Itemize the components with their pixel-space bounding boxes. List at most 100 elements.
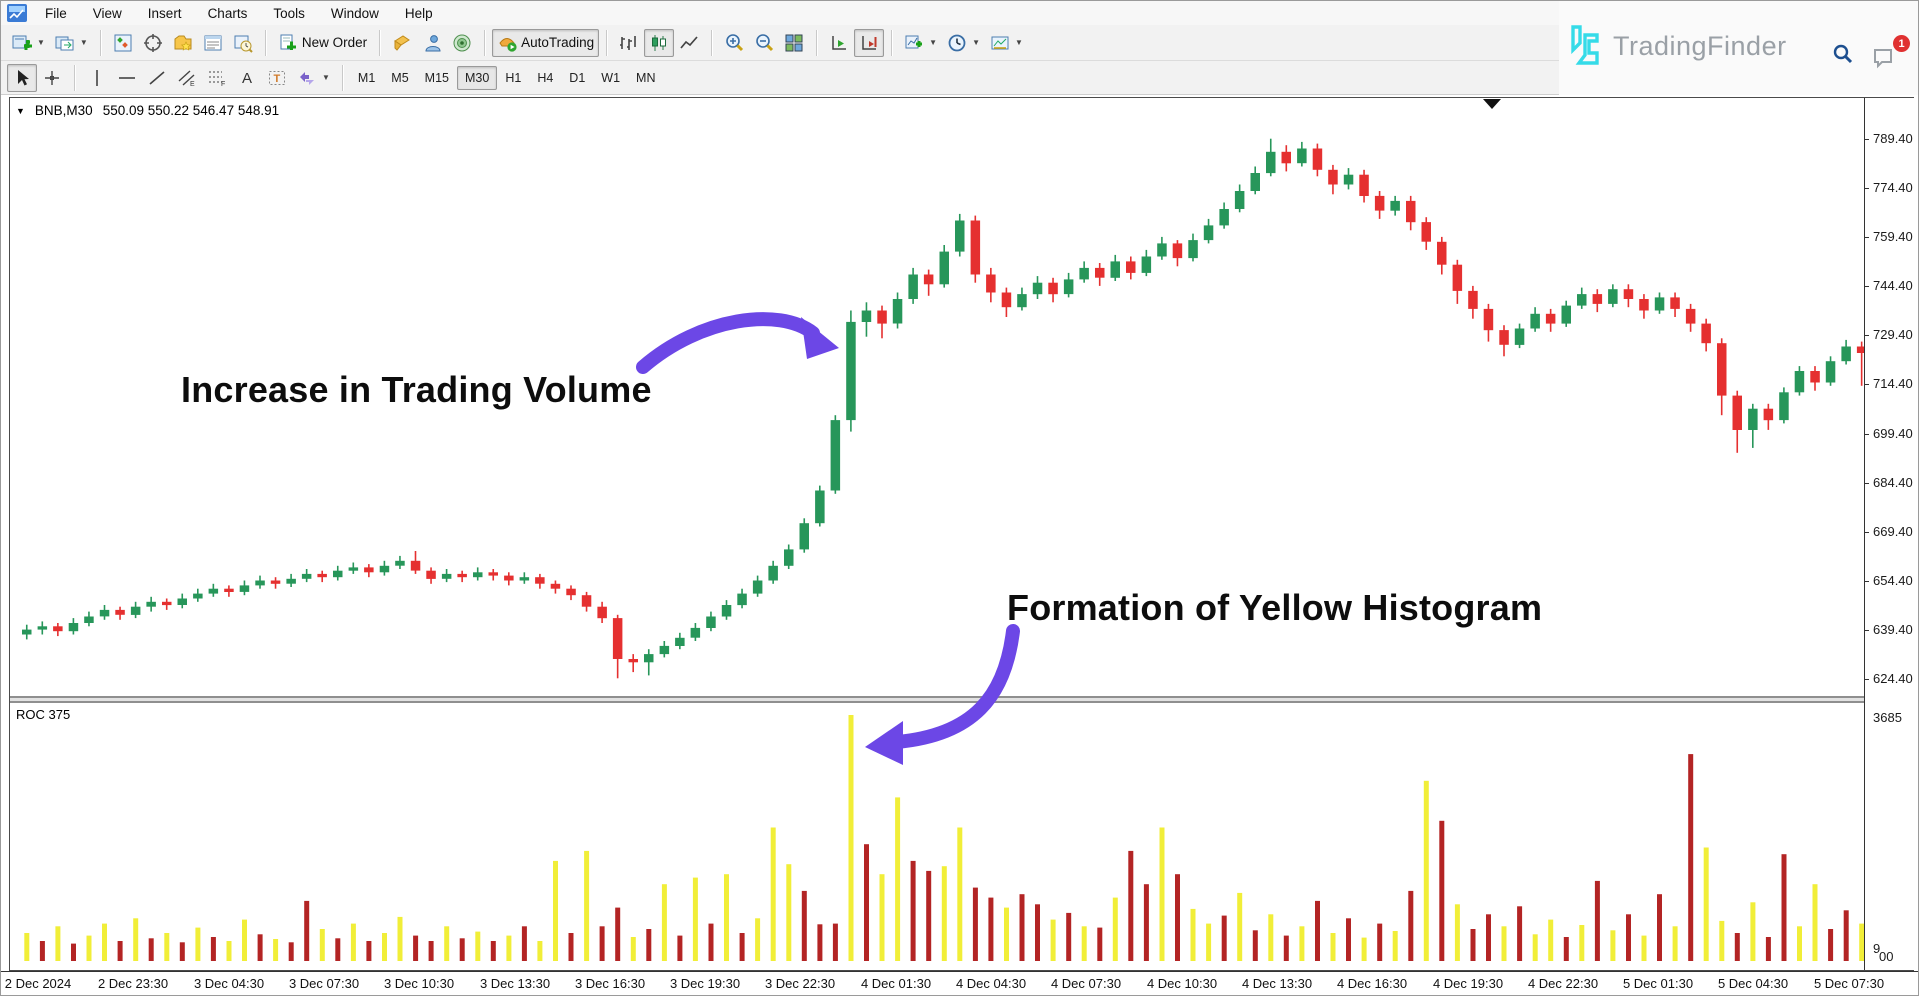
time-label: 3 Dec 19:30 — [669, 976, 741, 991]
dropdown-arrow-icon[interactable]: ▼ — [79, 38, 88, 47]
price-label: 714.40 — [1873, 376, 1913, 391]
timeframe-m1[interactable]: M1 — [357, 70, 376, 85]
symbol-dropdown-marker[interactable]: ▼ — [16, 105, 25, 116]
community-button[interactable] — [417, 29, 447, 57]
candle-chart-button[interactable] — [644, 28, 675, 57]
navigator-icon — [174, 35, 192, 51]
roc-histogram-chart[interactable] — [10, 703, 1864, 970]
time-label: 4 Dec 22:30 — [1527, 976, 1599, 991]
tile-windows-button[interactable] — [779, 29, 809, 57]
price-axis[interactable]: 789.40 774.40 759.40 744.40 729.40 714.40 699.… — [1864, 98, 1915, 970]
menu-tools[interactable]: Tools — [273, 5, 305, 21]
indicators-icon — [905, 35, 923, 48]
timeframe-m30[interactable]: M30 — [457, 65, 498, 90]
price-label: 744.40 — [1873, 278, 1913, 293]
time-label: 4 Dec 13:30 — [1241, 976, 1313, 991]
menu-file[interactable]: File — [45, 5, 67, 21]
toolbar-separator — [606, 29, 608, 56]
dropdown-arrow-icon[interactable]: ▼ — [1015, 38, 1023, 47]
indicators-button[interactable]: ▼ — [899, 29, 942, 57]
timeframe-m15[interactable]: M15 — [424, 70, 449, 85]
horizontal-line-tool[interactable] — [112, 64, 142, 92]
trendline-tool[interactable] — [142, 64, 172, 92]
channel-tool[interactable]: E — [172, 64, 202, 92]
time-axis[interactable]: 2 Dec 2024 2 Dec 23:30 3 Dec 04:30 3 Dec 07… — [1, 971, 1918, 995]
terminal-button[interactable] — [198, 29, 228, 57]
horizontal-line-icon — [119, 76, 135, 79]
fibonacci-tool[interactable]: F — [202, 64, 232, 92]
menu-help[interactable]: Help — [404, 5, 433, 21]
price-tick — [1865, 483, 1869, 484]
dropdown-arrow-icon[interactable]: ▼ — [929, 38, 938, 47]
dropdown-arrow-icon[interactable]: ▼ — [37, 38, 45, 47]
menu-window[interactable]: Window — [330, 5, 379, 21]
time-label: 4 Dec 07:30 — [1050, 976, 1122, 991]
price-tick — [1865, 286, 1869, 287]
data-window-button[interactable] — [138, 29, 168, 57]
dropdown-arrow-icon[interactable]: ▼ — [322, 73, 330, 82]
price-label: 789.40 — [1873, 131, 1913, 146]
time-label: 2 Dec 23:30 — [97, 976, 169, 991]
dropdown-arrow-icon[interactable]: ▼ — [972, 38, 980, 47]
notification-badge[interactable]: 1 — [1893, 35, 1910, 52]
time-label: 5 Dec 01:30 — [1622, 976, 1694, 991]
templates-icon — [991, 36, 1009, 49]
periods-icon — [948, 34, 966, 51]
templates-button[interactable]: ▼ — [985, 29, 1028, 57]
menu-view[interactable]: View — [92, 5, 122, 21]
menu-charts[interactable]: Charts — [207, 5, 248, 21]
strategy-tester-button[interactable] — [228, 29, 258, 57]
roc-scale-top: 3685 — [1873, 710, 1902, 725]
timeframe-w1[interactable]: W1 — [601, 70, 621, 85]
new-order-button[interactable]: New Order — [273, 29, 372, 57]
timeframe-h4[interactable]: H4 — [537, 70, 554, 85]
tradingfinder-logo-text: TradingFinder — [1613, 30, 1787, 61]
zoom-out-button[interactable] — [749, 29, 779, 57]
toolbar-separator — [99, 29, 101, 56]
cursor-tool[interactable] — [7, 63, 37, 92]
label-icon: T — [269, 70, 285, 85]
broadcast-button[interactable] — [447, 29, 477, 57]
timeframe-mn[interactable]: MN — [636, 70, 656, 85]
search-icon[interactable] — [1832, 43, 1854, 65]
line-chart-button[interactable] — [674, 29, 704, 57]
chat-icon[interactable] — [1872, 47, 1896, 69]
pane-splitter[interactable] — [10, 696, 1864, 703]
new-chart-icon — [12, 35, 32, 50]
mail-button[interactable] — [387, 29, 417, 57]
vertical-line-tool[interactable] — [82, 64, 112, 92]
price-tick — [1865, 581, 1869, 582]
svg-text:E: E — [190, 81, 195, 88]
shapes-tool[interactable]: ▼ — [292, 64, 335, 92]
periods-button[interactable]: ▼ — [942, 29, 985, 57]
autotrading-button[interactable]: AutoTrading — [492, 28, 600, 57]
roc-indicator-label: ROC 375 — [16, 707, 71, 722]
candlestick-chart[interactable] — [10, 98, 1864, 696]
timeframe-m5[interactable]: M5 — [391, 70, 409, 85]
navigator-button[interactable] — [168, 29, 198, 57]
toolbar-separator — [341, 64, 343, 91]
new-chart-button[interactable]: ▼ — [7, 29, 50, 57]
cursor-icon — [18, 69, 29, 85]
market-watch-icon — [114, 34, 132, 51]
label-tool[interactable]: T — [262, 64, 292, 92]
profiles-button[interactable]: ▼ — [50, 29, 93, 57]
time-label: 4 Dec 10:30 — [1146, 976, 1218, 991]
price-label: 684.40 — [1873, 475, 1913, 490]
crosshair-tool[interactable] — [37, 64, 67, 92]
text-tool[interactable]: A — [232, 64, 262, 92]
time-label: 4 Dec 04:30 — [955, 976, 1027, 991]
toolbar-separator — [484, 29, 486, 56]
chart-shift-button[interactable] — [854, 28, 885, 57]
price-label: 699.40 — [1873, 426, 1913, 441]
strategy-tester-icon — [234, 35, 253, 53]
bar-chart-button[interactable] — [614, 29, 644, 57]
timeframe-d1[interactable]: D1 — [569, 70, 586, 85]
market-watch-button[interactable] — [108, 29, 138, 57]
menu-insert[interactable]: Insert — [147, 5, 182, 21]
timeframe-h1[interactable]: H1 — [505, 70, 522, 85]
zoom-in-button[interactable] — [719, 29, 749, 57]
line-studies-toolbar: E F A T ▼ M1 M5 M15 M30 H1 H4 D1 W1 MN — [1, 61, 1561, 95]
auto-scroll-button[interactable] — [824, 29, 854, 57]
time-label: 3 Dec 10:30 — [383, 976, 455, 991]
